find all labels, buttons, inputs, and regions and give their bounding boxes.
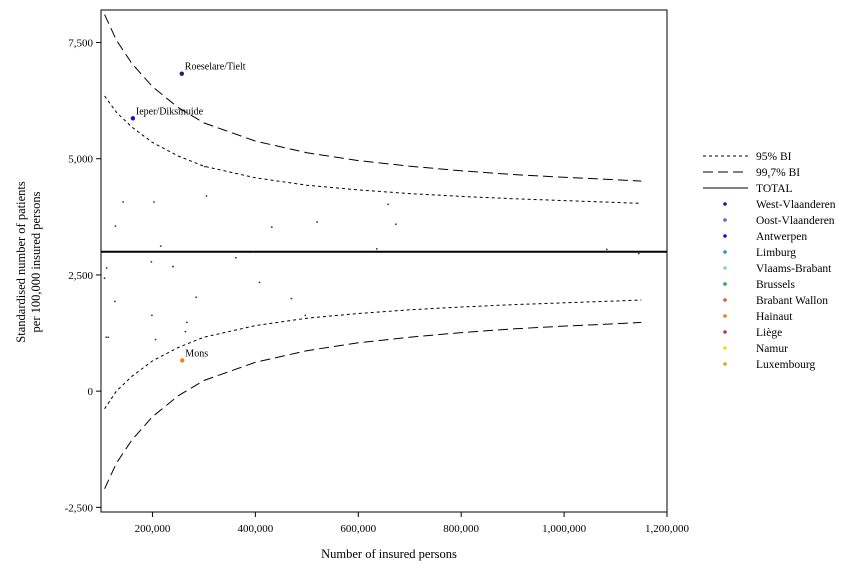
y-axis-title-line: Standardised number of patients [14, 181, 28, 343]
data-point [290, 297, 293, 300]
data-point [114, 225, 117, 228]
y-tick-label: -2,500 [65, 502, 94, 514]
data-point [605, 248, 608, 251]
data-point [159, 245, 162, 248]
data-point [270, 226, 273, 228]
legend-label: Antwerpen [756, 231, 807, 243]
data-point [151, 314, 153, 317]
legend-marker [723, 218, 727, 222]
data-point [172, 265, 174, 268]
ci-95-lower-line [104, 299, 642, 410]
legend-label: Limburg [756, 247, 796, 259]
plot-points [103, 71, 640, 363]
data-point [234, 256, 237, 259]
legend-label: Brussels [756, 279, 796, 291]
data-point [195, 296, 198, 299]
y-tick-label: 2,500 [68, 270, 93, 282]
legend-marker [723, 202, 727, 206]
x-tick-label: 1,200,000 [645, 523, 690, 535]
x-tick-label: 400,000 [237, 523, 273, 535]
legend-marker [723, 362, 727, 366]
data-point [186, 321, 188, 324]
data-point [251, 251, 254, 254]
data-point [394, 223, 397, 226]
y-tick-label: 5,000 [68, 154, 93, 166]
ci-997-upper-line [104, 14, 642, 182]
legend-marker [723, 234, 727, 238]
x-tick-label: 800,000 [443, 523, 479, 535]
legend-label: 95% BI [756, 151, 792, 163]
data-point [304, 314, 307, 317]
data-point [179, 71, 184, 76]
point-annotation: Ieper/Diksmuide [136, 106, 204, 117]
data-point [103, 277, 106, 280]
data-point [105, 336, 108, 339]
data-point [154, 338, 157, 341]
legend-marker [723, 282, 727, 286]
legend-label: TOTAL [756, 183, 793, 195]
plot-annotations: Roeselare/Tielt Ieper/Diksmuide Mons [136, 62, 246, 360]
legend-marker [723, 298, 727, 302]
y-axis-title-line: per 100,000 insured persons [29, 191, 43, 332]
legend-marker [723, 250, 727, 254]
data-point [105, 267, 108, 269]
legend-label: 99,7% BI [756, 167, 800, 179]
data-point [153, 201, 155, 203]
legend-marker [723, 346, 727, 350]
x-tick-label: 1,000,000 [542, 523, 587, 535]
plot-lines [101, 14, 667, 490]
y-axis-title: Standardised number of patientsper 100,0… [14, 181, 43, 343]
legend-marker [723, 330, 727, 334]
y-tick-label: 7,500 [68, 38, 93, 50]
data-point [184, 330, 187, 333]
data-point [637, 252, 640, 255]
legend-label: Liège [756, 327, 782, 339]
x-tick-label: 600,000 [340, 523, 376, 535]
legend-label: Brabant Wallon [756, 295, 828, 307]
data-point [316, 221, 319, 223]
data-point [107, 336, 110, 339]
legend: 95% BI 99,7% BI TOTAL West-Vlaanderen Oost-V… [703, 151, 836, 371]
data-point [375, 248, 378, 250]
data-point [180, 358, 185, 363]
point-annotation: Mons [185, 348, 208, 359]
data-point [113, 300, 116, 303]
data-point [122, 201, 125, 203]
x-axis: 200,000 400,000 600,000 800,000 1,000,000 1,2… [135, 512, 690, 535]
data-point [150, 261, 153, 263]
legend-label: Vlaams-Brabant [756, 263, 832, 275]
plot-frame [100, 9, 668, 513]
x-tick-label: 200,000 [135, 523, 171, 535]
legend-label: Luxembourg [756, 359, 815, 371]
legend-marker [723, 314, 727, 318]
x-axis-title: Number of insured persons [321, 547, 457, 561]
data-point [387, 203, 390, 206]
y-tick-label: 0 [88, 386, 94, 398]
data-point [205, 195, 208, 197]
ci-997-lower-line [104, 321, 642, 490]
ci-95-upper-line [104, 95, 642, 204]
legend-marker [723, 266, 727, 270]
legend-label: Hainaut [756, 311, 793, 323]
data-point [258, 281, 261, 284]
y-axis: -2,500 0 2,500 5,000 7,500 [65, 38, 101, 514]
legend-label: West-Vlaanderen [756, 199, 836, 211]
legend-label: Namur [756, 343, 788, 355]
legend-label: Oost-Vlaanderen [756, 215, 835, 227]
data-point [204, 165, 206, 168]
data-point [130, 116, 136, 121]
point-annotation: Roeselare/Tielt [185, 62, 246, 73]
